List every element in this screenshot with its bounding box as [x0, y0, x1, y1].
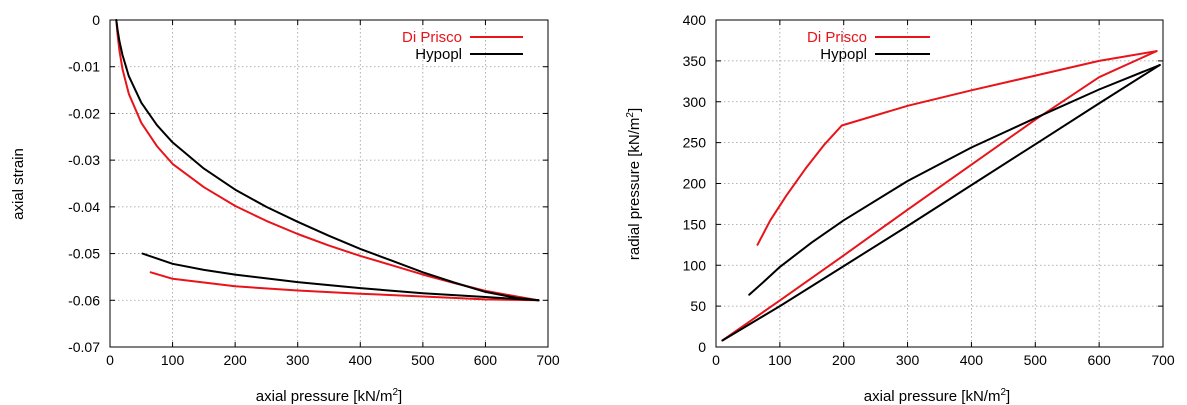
y-axis-label: axial strain [10, 148, 27, 220]
series-di-prisco-line-1 [721, 50, 1158, 342]
y-tick-label: 200 [683, 176, 707, 192]
y-tick-label: -0.06 [68, 292, 100, 308]
y-tick-label: 300 [683, 94, 707, 110]
x-tick-label: 100 [768, 352, 792, 368]
x-tick-label: 300 [286, 352, 310, 368]
x-tick-label: 200 [832, 352, 856, 368]
y-tick-label: 150 [683, 216, 707, 232]
legend-label-hypopl: Hypopl [820, 46, 867, 63]
x-tick-label: 400 [960, 352, 984, 368]
x-tick-label: 100 [161, 352, 185, 368]
ticks: 0 100 200 300 400 500 600 700 0 50 100 150 200 250 300… [683, 12, 1175, 368]
x-axis-label: axial pressure [kN/m2] [256, 387, 402, 405]
plot-frame [109, 19, 549, 348]
legend-label-di-prisco: Di Prisco [807, 29, 867, 46]
x-tick-label: 500 [1024, 352, 1048, 368]
series-hypopl-line-1 [115, 19, 540, 302]
series-di-prisco-line-2 [149, 271, 540, 302]
y-tick-label: 0 [92, 12, 100, 28]
y-tick-label: 350 [683, 53, 707, 69]
x-tick-label: 600 [1087, 352, 1111, 368]
grid [716, 20, 1163, 347]
y-tick-label: -0.07 [68, 339, 100, 355]
y-axis-label: radial pressure [kN/m2] [625, 108, 643, 260]
chart-radial-pressure: 0 100 200 300 400 500 600 700 0 50 100 150 200 250 300… [625, 12, 1175, 405]
y-tick-label: -0.02 [68, 105, 100, 121]
x-tick-label: 0 [106, 352, 114, 368]
y-tick-label: 400 [683, 12, 707, 28]
x-tick-label: 600 [474, 352, 498, 368]
y-tick-label: 0 [698, 339, 706, 355]
y-tick-label: -0.05 [68, 246, 100, 262]
series-di-prisco-line-2 [756, 50, 1158, 246]
y-tick-label: -0.04 [68, 199, 100, 215]
x-tick-label: 0 [712, 352, 720, 368]
legend-label-hypopl: Hypopl [415, 46, 462, 63]
series-layer [721, 50, 1161, 342]
ticks: 0 100 200 300 400 500 600 700 -0.07 -0.06 -0.05 -0.… [68, 12, 560, 368]
legend-label-di-prisco: Di Prisco [402, 29, 462, 46]
y-tick-label: 250 [683, 135, 707, 151]
x-tick-label: 200 [223, 352, 247, 368]
series-layer [115, 19, 540, 302]
x-tick-label: 400 [349, 352, 373, 368]
x-tick-label: 700 [1151, 352, 1175, 368]
y-tick-label: 50 [690, 298, 706, 314]
x-axis-label: axial pressure [kN/m2] [864, 387, 1010, 405]
series-hypopl-line-2 [748, 64, 1161, 296]
grid [110, 20, 548, 347]
series-hypopl-line-1 [721, 64, 1161, 342]
y-tick-label: 100 [683, 257, 707, 273]
x-tick-label: 300 [896, 352, 920, 368]
y-tick-label: -0.03 [68, 152, 100, 168]
y-tick-label: -0.01 [68, 59, 100, 75]
x-tick-label: 500 [411, 352, 435, 368]
chart-axial-strain: 0 100 200 300 400 500 600 700 -0.07 -0.06 -0.05 -0.… [10, 12, 560, 405]
x-tick-label: 700 [536, 352, 560, 368]
series-hypopl-line-2 [141, 252, 540, 302]
